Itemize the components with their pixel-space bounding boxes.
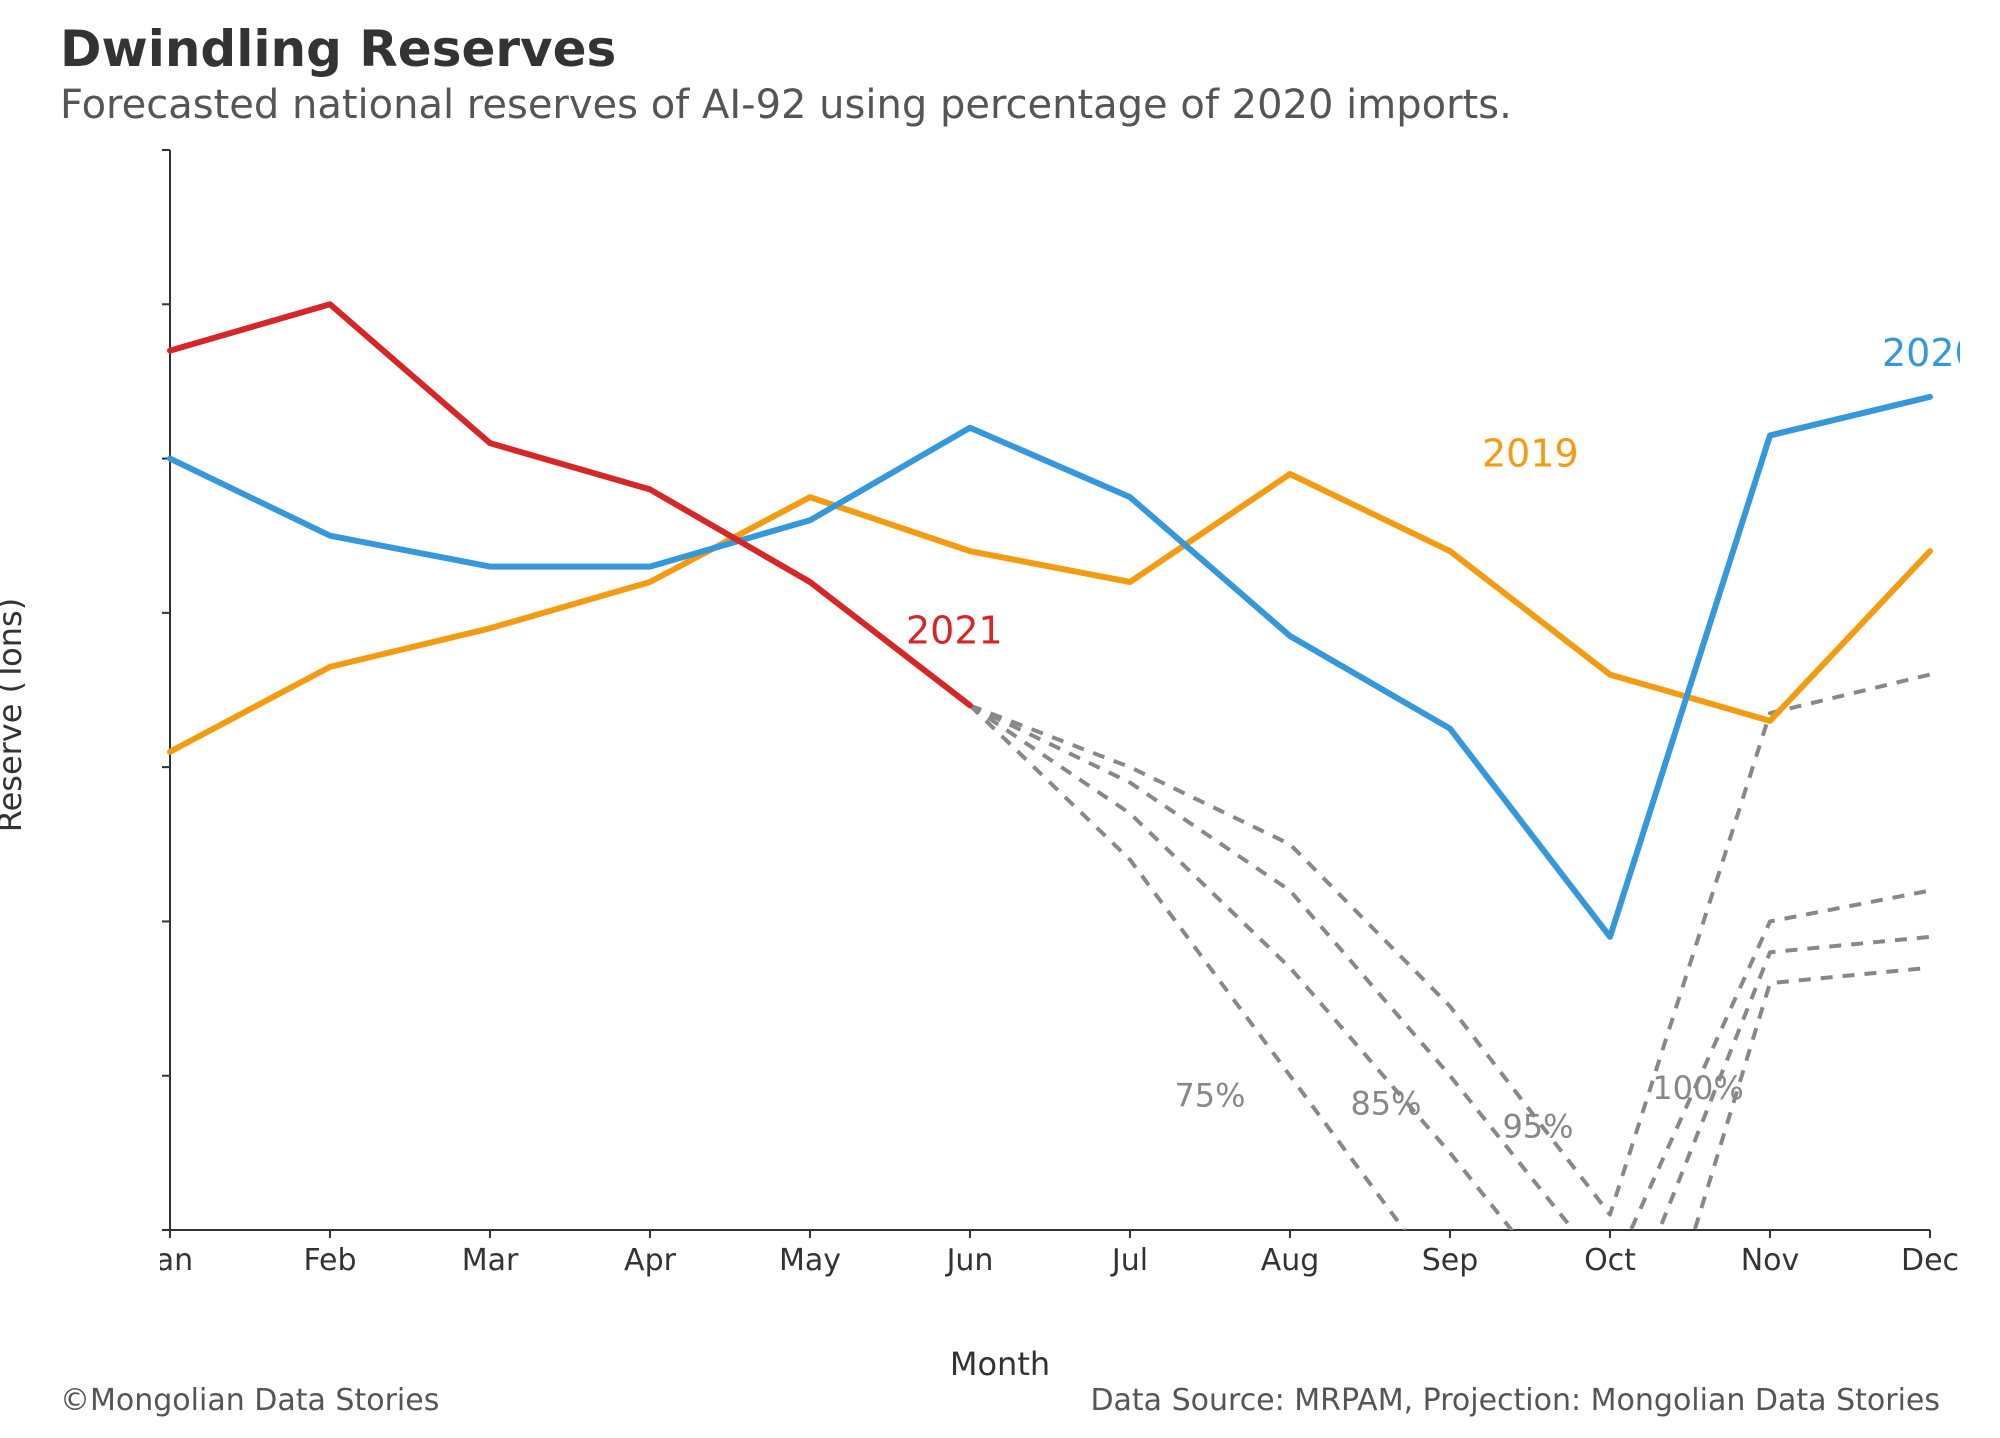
x-tick-label: Jun [945, 1243, 994, 1278]
x-tick-label: Mar [462, 1243, 519, 1278]
x-tick-label: Aug [1261, 1243, 1320, 1278]
footer-left: ©Mongolian Data Stories [60, 1383, 439, 1418]
x-tick-label: Feb [303, 1243, 356, 1278]
x-tick-label: Jan [160, 1243, 193, 1278]
series-label-2019: 2019 [1482, 431, 1579, 475]
x-tick-label: Dec [1901, 1243, 1959, 1278]
series-label-2020: 2020 [1882, 331, 1960, 375]
series-line-2019 [170, 474, 1930, 752]
footer-right: Data Source: MRPAM, Projection: Mongolia… [1090, 1383, 1940, 1418]
plot-area: 10,00020,00030,00040,00050,00060,00070,0… [160, 140, 1960, 1290]
x-tick-label: May [779, 1243, 841, 1278]
chart-svg: 10,00020,00030,00040,00050,00060,00070,0… [160, 140, 1960, 1290]
x-tick-label: Sep [1422, 1243, 1479, 1278]
x-tick-label: Jul [1110, 1243, 1148, 1278]
x-axis-label: Month [0, 1345, 2000, 1383]
chart-title: Dwindling Reserves [60, 20, 616, 78]
forecast-line-100% [970, 675, 1930, 1215]
chart-subtitle: Forecasted national reserves of AI-92 us… [60, 82, 1512, 128]
x-tick-label: Nov [1741, 1243, 1800, 1278]
y-axis-label: Reserve (Tons) [0, 598, 29, 832]
forecast-label-75%: 75% [1174, 1077, 1245, 1115]
series-line-2021 [170, 304, 970, 705]
forecast-label-85%: 85% [1350, 1084, 1421, 1122]
series-line-2020 [170, 397, 1930, 937]
forecast-label-100%: 100% [1652, 1069, 1743, 1107]
x-tick-label: Oct [1584, 1243, 1636, 1278]
x-tick-label: Apr [624, 1243, 677, 1278]
series-label-2021: 2021 [906, 609, 1003, 653]
forecast-label-95%: 95% [1502, 1107, 1573, 1145]
forecast-line-85% [970, 705, 1930, 1290]
forecast-line-75% [970, 705, 1930, 1290]
chart-container: Dwindling Reserves Forecasted national r… [0, 0, 2000, 1438]
forecast-line-95% [970, 705, 1930, 1276]
